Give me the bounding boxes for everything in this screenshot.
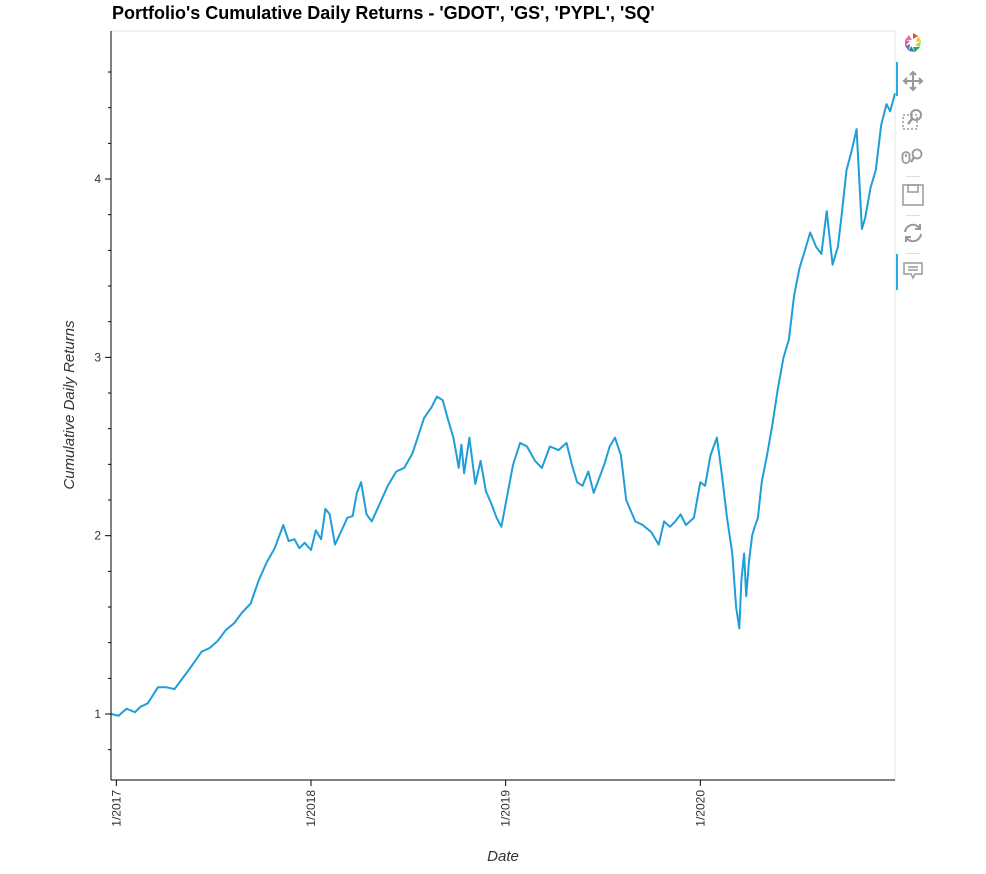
- series-line-0[interactable]: [111, 93, 896, 717]
- pan-icon[interactable]: [900, 68, 926, 94]
- y-tick-label: 3: [94, 350, 101, 364]
- toolbar-separator: [906, 176, 920, 177]
- x-tick-label: 1/2018: [304, 790, 318, 827]
- active-drag-indicator: [896, 62, 898, 96]
- x-axis: 1/2017 1/2018 1/2019 1/2020: [109, 779, 895, 827]
- hover-icon[interactable]: [900, 258, 926, 284]
- toolbar-separator: [906, 215, 920, 216]
- x-tick-label: 1/2019: [499, 790, 513, 827]
- x-tick-label: 1/2017: [109, 790, 123, 827]
- y-axis-title: Cumulative Daily Returns: [61, 320, 78, 490]
- active-inspect-indicator: [896, 254, 898, 290]
- series-group: [111, 93, 896, 717]
- wheel-zoom-icon[interactable]: [900, 144, 926, 170]
- chart-title: Portfolio's Cumulative Daily Returns - '…: [112, 3, 655, 23]
- y-tick-label: 1: [94, 707, 101, 721]
- plot-area[interactable]: [110, 30, 896, 781]
- x-tick-label: 1/2020: [693, 790, 707, 827]
- y-tick-label: 2: [94, 529, 101, 543]
- toolbar-separator: [906, 253, 920, 254]
- box-zoom-icon[interactable]: [900, 106, 926, 132]
- reset-icon[interactable]: [900, 220, 926, 246]
- x-axis-title: Date: [487, 848, 519, 865]
- y-axis: 1 2 3 4: [94, 31, 112, 780]
- chart-toolbar: [896, 26, 936, 294]
- y-tick-label: 4: [94, 172, 101, 186]
- save-icon[interactable]: [900, 182, 926, 208]
- bokeh-logo-icon[interactable]: [900, 30, 926, 56]
